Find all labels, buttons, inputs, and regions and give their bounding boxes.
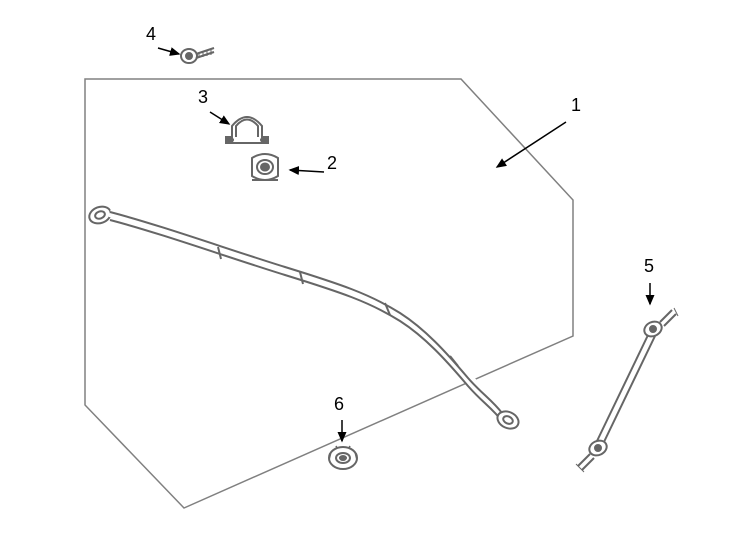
- callout-label-4: 4: [146, 24, 156, 45]
- callout-label-5: 5: [644, 256, 654, 277]
- callout-label-1: 1: [571, 95, 581, 116]
- callout-label-3: 3: [198, 87, 208, 108]
- assembly-boundary: [85, 79, 573, 508]
- callout-label-2: 2: [327, 153, 337, 174]
- part-nut: [329, 446, 357, 469]
- callout-label-6: 6: [334, 394, 344, 415]
- part-link: [576, 308, 678, 472]
- part-bolt: [181, 48, 214, 63]
- part-bracket: [226, 117, 268, 143]
- diagram-canvas: 1 2 3 4 5 6: [0, 0, 734, 540]
- diagram-svg: [0, 0, 734, 540]
- part-bushing: [252, 154, 278, 180]
- part-sway-bar: [87, 204, 521, 432]
